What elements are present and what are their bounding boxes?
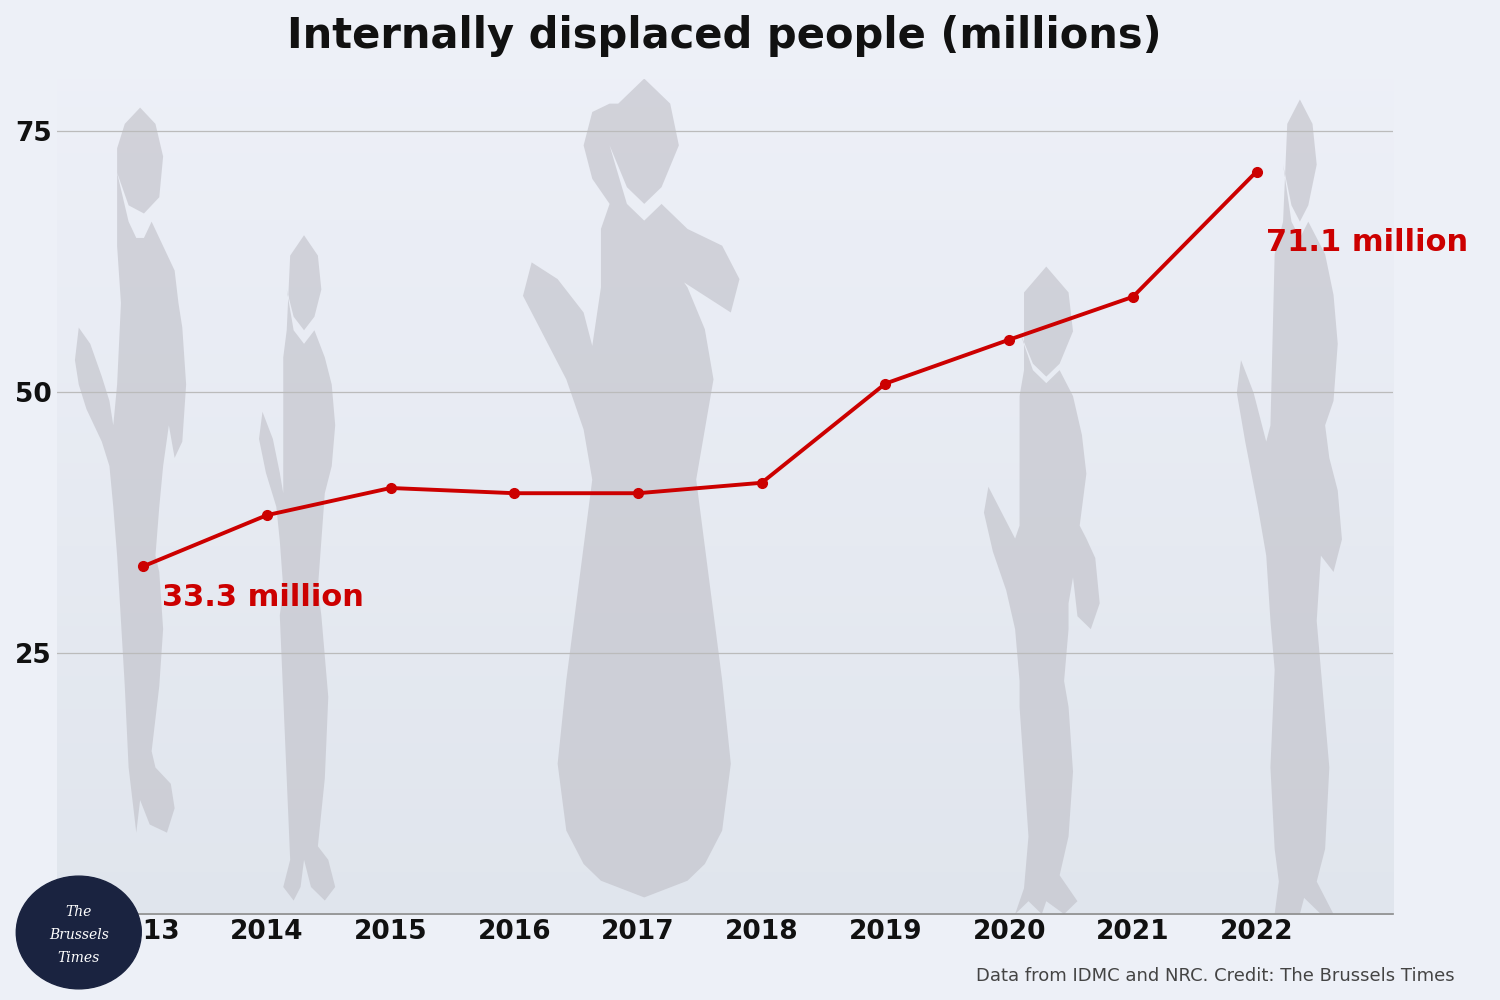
Title: Internally displaced people (millions): Internally displaced people (millions) [288, 15, 1162, 57]
Text: The: The [66, 905, 92, 919]
Text: 33.3 million: 33.3 million [162, 583, 363, 612]
Text: 71.1 million: 71.1 million [1266, 228, 1468, 257]
Polygon shape [75, 108, 186, 833]
Text: Data from IDMC and NRC. Credit: The Brussels Times: Data from IDMC and NRC. Credit: The Brus… [976, 967, 1455, 985]
Polygon shape [524, 79, 740, 897]
Polygon shape [984, 267, 1100, 914]
Text: Times: Times [57, 951, 100, 965]
Text: Brussels: Brussels [50, 928, 108, 942]
Circle shape [16, 876, 141, 989]
Polygon shape [260, 235, 334, 901]
Polygon shape [1238, 99, 1342, 914]
